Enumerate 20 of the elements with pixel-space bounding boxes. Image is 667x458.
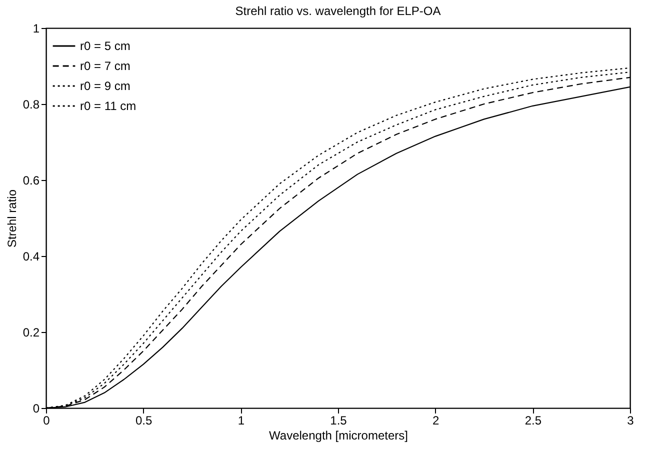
legend-label: r0 = 9 cm [80, 79, 130, 93]
x-axis-title: Wavelength [micrometers] [269, 428, 408, 442]
y-tick-label: 0 [32, 402, 40, 416]
x-tick-label: 2.5 [524, 414, 542, 428]
legend-label: r0 = 11 cm [80, 99, 136, 113]
x-tick-label: 3 [627, 414, 634, 428]
y-axis-title: Strehl ratio [4, 189, 19, 248]
legend-label: r0 = 5 cm [80, 39, 130, 53]
y-tick-label: 0.8 [22, 98, 40, 112]
x-tick-label: 0.5 [135, 414, 152, 428]
y-tick-label: 0.6 [22, 174, 40, 188]
legend-label: r0 = 7 cm [80, 59, 130, 73]
x-tick-label: 1 [238, 414, 245, 428]
x-tick-label: 2 [432, 414, 440, 428]
x-tick-label: 1.5 [330, 414, 348, 428]
x-tick-label: 0 [43, 414, 50, 428]
y-tick-label: 0.4 [22, 250, 40, 264]
chart-title: Strehl ratio vs. wavelength for ELP-OA [235, 4, 441, 18]
y-tick-label: 0.2 [22, 326, 40, 340]
y-tick-label: 1 [32, 22, 40, 36]
